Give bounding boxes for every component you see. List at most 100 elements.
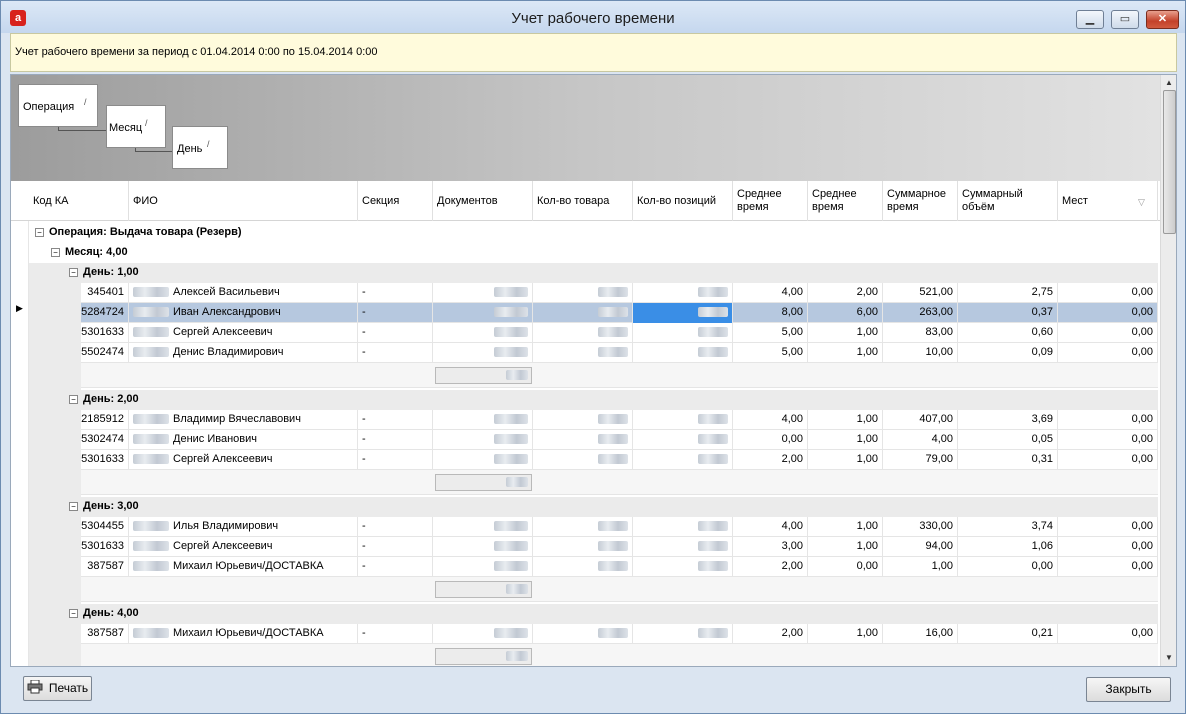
- column-header[interactable]: Секция: [358, 181, 433, 221]
- table-cell[interactable]: [633, 537, 733, 557]
- table-cell[interactable]: 4,00: [733, 410, 808, 430]
- table-cell[interactable]: 8,00: [733, 303, 808, 323]
- table-cell[interactable]: 2,00: [808, 283, 883, 303]
- table-row[interactable]: 5301633 Сергей Алексеевич - 3,00 1,00 94,00 1,…: [81, 537, 1158, 557]
- table-cell[interactable]: [633, 323, 733, 343]
- table-cell[interactable]: 0,00: [1058, 323, 1158, 343]
- table-cell[interactable]: 5284724: [81, 303, 129, 323]
- table-cell[interactable]: [533, 343, 633, 363]
- table-cell[interactable]: 2,00: [733, 624, 808, 644]
- title-bar[interactable]: a Учет рабочего времени ▁ ▭ ✕: [1, 1, 1185, 33]
- filter-icon[interactable]: ▽: [1138, 197, 1145, 207]
- table-cell[interactable]: [533, 537, 633, 557]
- table-cell[interactable]: -: [358, 283, 433, 303]
- table-cell[interactable]: [633, 283, 733, 303]
- table-cell[interactable]: [433, 624, 533, 644]
- column-header[interactable]: ФИО: [129, 181, 358, 221]
- table-cell[interactable]: 521,00: [883, 283, 958, 303]
- table-cell[interactable]: 1,00: [808, 430, 883, 450]
- table-cell[interactable]: 2,00: [733, 450, 808, 470]
- table-cell[interactable]: 79,00: [883, 450, 958, 470]
- table-cell[interactable]: 0,31: [958, 450, 1058, 470]
- table-cell[interactable]: [533, 430, 633, 450]
- table-cell[interactable]: 1,00: [808, 450, 883, 470]
- table-cell[interactable]: Денис Владимирович: [129, 343, 358, 363]
- table-cell[interactable]: [533, 323, 633, 343]
- group-row-day[interactable]: − День: 3,00: [47, 497, 1158, 517]
- table-cell[interactable]: 5302474: [81, 430, 129, 450]
- collapse-group-icon[interactable]: −: [69, 395, 78, 404]
- table-cell[interactable]: 0,00: [1058, 343, 1158, 363]
- table-cell[interactable]: 5304455: [81, 517, 129, 537]
- column-header[interactable]: Суммарное время: [883, 181, 958, 221]
- table-cell[interactable]: 345401: [81, 283, 129, 303]
- table-cell[interactable]: -: [358, 410, 433, 430]
- table-cell[interactable]: [633, 410, 733, 430]
- table-cell[interactable]: -: [358, 557, 433, 577]
- table-row[interactable]: 5284724 Иван Александрович - 8,00 6,00 263,00…: [81, 303, 1158, 323]
- column-header[interactable]: Код КА: [29, 181, 129, 221]
- table-cell[interactable]: [533, 624, 633, 644]
- table-cell[interactable]: 2185912: [81, 410, 129, 430]
- table-row[interactable]: 5502474 Денис Владимирович -5,00 1,00 10,00 0…: [81, 343, 1158, 363]
- table-cell[interactable]: [533, 410, 633, 430]
- table-cell[interactable]: [433, 450, 533, 470]
- table-cell[interactable]: [433, 557, 533, 577]
- table-cell[interactable]: [533, 450, 633, 470]
- table-cell[interactable]: Денис Иванович: [129, 430, 358, 450]
- table-row[interactable]: 387587 Михаил Юрьевич/ДОСТАВКА -2,00 0,00 1,…: [81, 557, 1158, 577]
- table-cell[interactable]: [633, 430, 733, 450]
- table-cell[interactable]: -: [358, 537, 433, 557]
- table-cell[interactable]: 0,60: [958, 323, 1058, 343]
- table-cell[interactable]: 5301633: [81, 323, 129, 343]
- table-cell[interactable]: 5502474: [81, 343, 129, 363]
- table-cell[interactable]: 94,00: [883, 537, 958, 557]
- group-row-day[interactable]: − День: 4,00: [47, 604, 1158, 624]
- table-cell[interactable]: 5,00: [733, 323, 808, 343]
- table-cell[interactable]: 0,00: [1058, 410, 1158, 430]
- column-header[interactable]: Среднее время: [733, 181, 808, 221]
- table-cell[interactable]: [433, 430, 533, 450]
- table-cell[interactable]: 0,00: [1058, 430, 1158, 450]
- table-cell[interactable]: 5301633: [81, 537, 129, 557]
- scroll-thumb[interactable]: [1163, 90, 1176, 234]
- table-cell[interactable]: 0,09: [958, 343, 1058, 363]
- table-cell[interactable]: 0,00: [808, 557, 883, 577]
- table-cell[interactable]: Илья Владимирович: [129, 517, 358, 537]
- table-cell[interactable]: Сергей Алексеевич: [129, 537, 358, 557]
- table-cell[interactable]: [433, 517, 533, 537]
- table-cell[interactable]: 407,00: [883, 410, 958, 430]
- table-cell[interactable]: [433, 323, 533, 343]
- table-cell[interactable]: 387587: [81, 557, 129, 577]
- table-cell[interactable]: 1,00: [808, 537, 883, 557]
- table-cell[interactable]: -: [358, 323, 433, 343]
- table-cell[interactable]: [633, 450, 733, 470]
- table-cell[interactable]: [433, 537, 533, 557]
- group-chip-operation[interactable]: Операция /: [18, 84, 98, 127]
- column-header[interactable]: Кол-во товара: [533, 181, 633, 221]
- print-button[interactable]: Печать: [23, 676, 92, 701]
- table-cell[interactable]: [533, 303, 633, 323]
- table-cell[interactable]: Владимир Вячеславович: [129, 410, 358, 430]
- table-cell[interactable]: 387587: [81, 624, 129, 644]
- table-cell[interactable]: 10,00: [883, 343, 958, 363]
- table-cell[interactable]: 0,00: [1058, 283, 1158, 303]
- collapse-group-icon[interactable]: −: [69, 609, 78, 618]
- table-cell[interactable]: 4,00: [733, 517, 808, 537]
- table-cell[interactable]: 83,00: [883, 323, 958, 343]
- table-cell[interactable]: 0,05: [958, 430, 1058, 450]
- table-cell[interactable]: Михаил Юрьевич/ДОСТАВКА: [129, 557, 358, 577]
- table-cell[interactable]: -: [358, 624, 433, 644]
- maximize-button[interactable]: ▭: [1111, 10, 1139, 29]
- table-cell[interactable]: [633, 517, 733, 537]
- table-cell[interactable]: 330,00: [883, 517, 958, 537]
- minimize-button[interactable]: ▁: [1076, 10, 1104, 29]
- table-cell[interactable]: [533, 517, 633, 537]
- close-button[interactable]: Закрыть: [1086, 677, 1171, 702]
- table-row[interactable]: 5304455 Илья Владимирович - 4,00 1,00 330,00 3…: [81, 517, 1158, 537]
- table-cell[interactable]: 1,00: [808, 343, 883, 363]
- table-cell[interactable]: Алексей Васильевич: [129, 283, 358, 303]
- table-cell[interactable]: 3,00: [733, 537, 808, 557]
- table-cell[interactable]: 1,00: [808, 323, 883, 343]
- table-row[interactable]: 345401 Алексей Васильевич - 4,00 2,00 521,00 2…: [81, 283, 1158, 303]
